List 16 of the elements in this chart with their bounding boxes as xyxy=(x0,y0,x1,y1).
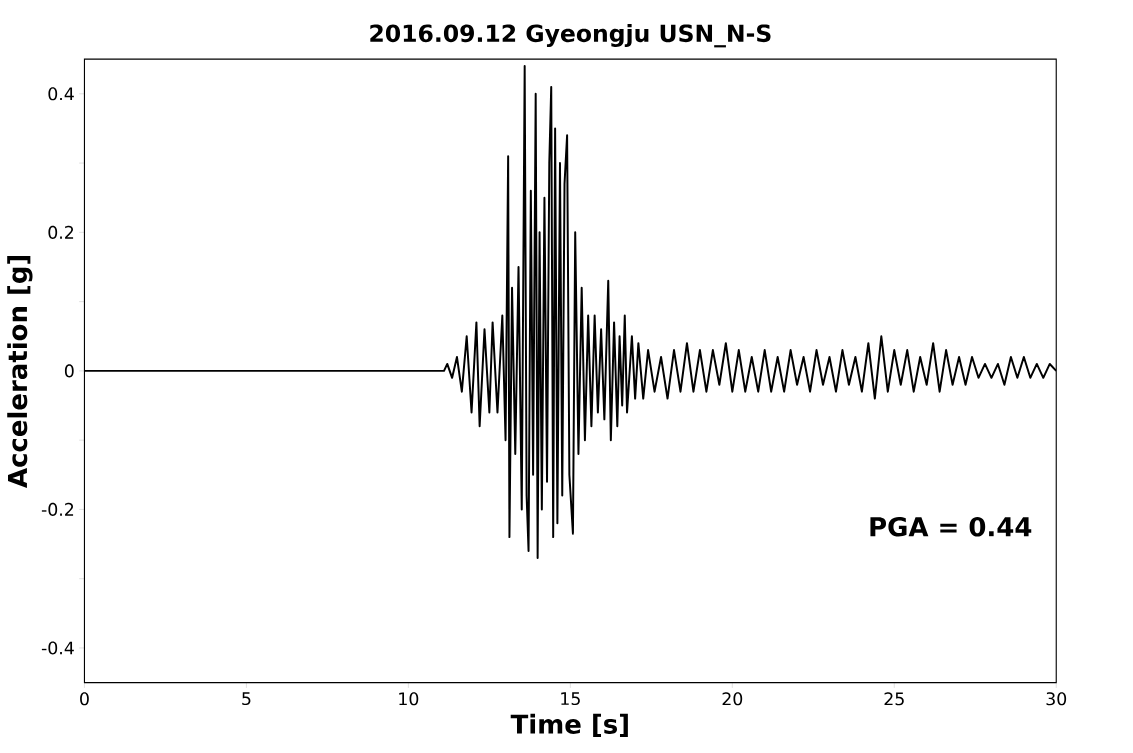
y-tick-label: -0.4 xyxy=(41,641,74,655)
x-axis-title: Time [s] xyxy=(510,713,628,738)
y-tick-label: -0.2 xyxy=(41,502,74,516)
y-tick-label: 0.2 xyxy=(48,225,74,239)
y-tick-label: 0.4 xyxy=(48,87,74,101)
x-tick-label: 0 xyxy=(80,692,89,706)
annotation: PGA = 0.44 xyxy=(870,516,1032,537)
x-tick-label: 5 xyxy=(242,692,251,706)
x-tick-label: 30 xyxy=(1046,692,1067,706)
y-axis-title: Acceleration [g] xyxy=(7,255,33,488)
x-tick-label: 10 xyxy=(399,692,419,706)
x-tick-label: 25 xyxy=(884,692,904,706)
x-tick-label: 15 xyxy=(561,692,580,706)
x-tick-label: 20 xyxy=(722,692,743,706)
y-tick-label: 0 xyxy=(64,364,74,378)
chart-title: 2016.09.12 Gyeongju USN_N-S xyxy=(370,24,771,48)
